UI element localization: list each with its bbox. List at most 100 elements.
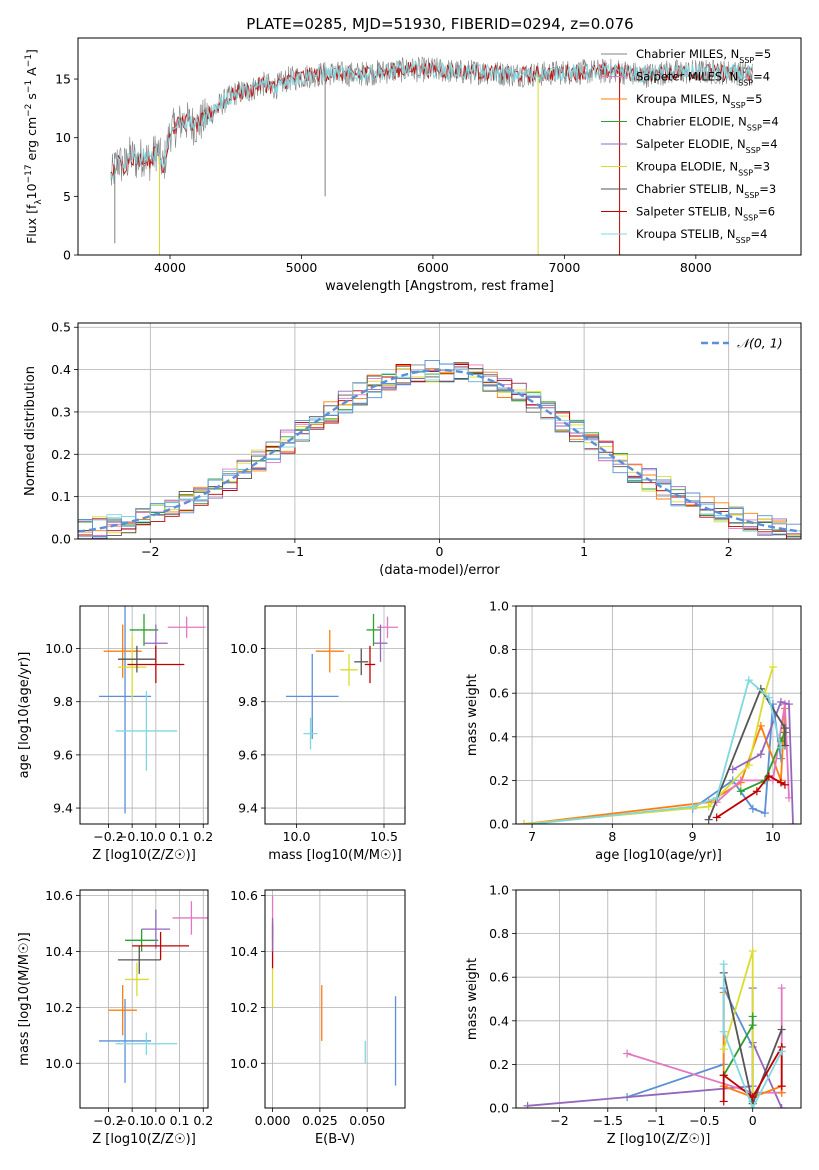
gaussian-curve — [78, 368, 801, 533]
y-tick-label: 0.0 — [489, 817, 509, 832]
y-tick-label: 10 — [55, 130, 71, 145]
legend-part: =5 — [754, 47, 771, 61]
x-tick-label: −2 — [141, 544, 159, 559]
x-tick-label: −0.2 — [93, 829, 123, 844]
weight_vs_Z-frame — [515, 889, 802, 1109]
x-tick-label: 8000 — [680, 260, 712, 275]
legend-part: SSP — [738, 168, 753, 177]
label-part: Flux [f — [24, 204, 39, 244]
spectrum-plot — [110, 56, 753, 255]
x-tick-label: 9 — [689, 829, 697, 844]
y-tick-label: 0.1 — [51, 489, 71, 504]
weight-line — [707, 686, 786, 820]
weight-line — [527, 988, 783, 1108]
weight-line — [523, 666, 774, 824]
x-tick-label: 0.2 — [193, 1113, 213, 1128]
weight_vs_age-frame — [515, 605, 802, 825]
x-tick-label: 8 — [608, 829, 616, 844]
y-tick-label: 0.5 — [51, 320, 71, 335]
age_vs_mass-frame — [264, 605, 406, 825]
legend-part: SSP — [731, 101, 746, 110]
label-part: λ — [34, 199, 44, 205]
y-tick-label: 10.6 — [230, 888, 258, 903]
age_vs_Z-frame — [79, 605, 209, 825]
weight_vs_age-x-axis-label: age [log10(age/yr)] — [595, 848, 722, 863]
weight-line — [626, 987, 754, 1102]
x-tick-label: −2 — [550, 1113, 568, 1128]
weight-line — [722, 1016, 754, 1076]
y-tick-label: 10.6 — [45, 888, 73, 903]
mass_vs_Z-plot — [98, 901, 208, 1083]
x-tick-label: 0.000 — [255, 1113, 291, 1128]
residuals-y-axis-label: Normed distribution — [23, 366, 38, 496]
mass-vs-ebv-frame — [264, 889, 406, 1109]
x-tick-label: 1 — [580, 544, 588, 559]
y-tick-label: 5 — [63, 189, 71, 204]
y-tick-label: 0.2 — [489, 773, 509, 788]
legend-part: =3 — [759, 182, 776, 196]
weight_vs_age-plot — [520, 663, 797, 824]
legend-part: SSP — [747, 123, 762, 132]
weight-line — [716, 774, 786, 819]
y-tick-label: 0.2 — [489, 1057, 509, 1072]
x-tick-label: −0.2 — [93, 1113, 123, 1128]
residuals-plot — [78, 359, 801, 539]
y-tick-label: 0.0 — [51, 532, 71, 547]
weight_vs_Z-x-axis-label: Z [log10(Z/Z☉)] — [607, 1132, 711, 1147]
x-tick-label: −1 — [286, 544, 304, 559]
legend-entry: Kroupa STELIB, NSSP=4 — [636, 227, 767, 245]
y-tick-label: 0.4 — [489, 729, 509, 744]
weight-line — [722, 964, 783, 1108]
y-tick-label: 10.2 — [230, 1000, 258, 1015]
y-tick-label: 9.8 — [53, 694, 73, 709]
y-tick-label: 0.2 — [51, 447, 71, 462]
weight_vs_Z-plot — [523, 947, 786, 1108]
x-tick-label: 0.1 — [170, 829, 190, 844]
legend-part: SSP — [743, 213, 758, 222]
weight-line — [692, 703, 782, 815]
x-tick-label: 0 — [749, 1113, 757, 1128]
residuals-x-axis-label: (data-model)/error — [379, 563, 500, 578]
spectrum-model-line — [110, 59, 753, 181]
legend-part: =3 — [753, 160, 770, 174]
x-tick-label: 0.050 — [349, 1113, 385, 1128]
y-tick-label: 9.6 — [53, 747, 73, 762]
x-tick-label: 5000 — [286, 260, 318, 275]
legend-part: =4 — [751, 227, 768, 241]
x-tick-label: 0.0 — [146, 1113, 166, 1128]
y-tick-label: 10.4 — [45, 944, 73, 959]
mass-vs-Z-x-axis-label: Z [log10(Z/Z☉)] — [92, 1132, 196, 1147]
label-part: −1 — [24, 80, 34, 93]
label-part: ] — [24, 49, 39, 54]
y-tick-label: 10.0 — [45, 641, 73, 656]
legend-entry: Chabrier ELODIE, NSSP=4 — [636, 115, 779, 133]
x-tick-label: −0.1 — [117, 829, 147, 844]
label-part: −1 — [24, 54, 34, 67]
y-tick-label: 10.2 — [45, 1000, 73, 1015]
weight-line — [532, 678, 782, 824]
age_vs_Z-plot — [98, 606, 206, 814]
label-part: erg cm — [24, 117, 39, 165]
legend-part: SSP — [736, 236, 751, 245]
legend-part: SSP — [738, 78, 753, 87]
legend-part: =5 — [746, 92, 763, 106]
weight_vs_age-y-axis-label: mass weight — [465, 674, 480, 756]
label-part: −17 — [24, 164, 34, 183]
legend-part: Salpeter MILES, N — [636, 70, 738, 84]
age_vs_mass-axes: 10.0 10.5 9.4 9.6 9.8 10.0 — [230, 606, 405, 844]
x-tick-label: 6000 — [417, 260, 449, 275]
x-tick-label: 7000 — [548, 260, 580, 275]
y-tick-label: 0.8 — [489, 926, 509, 941]
y-tick-label: 10.0 — [230, 1056, 258, 1071]
y-tick-label: 0 — [63, 248, 71, 263]
legend-part: =6 — [758, 205, 775, 219]
y-tick-label: 0.6 — [489, 686, 509, 701]
x-tick-label: 10 — [765, 829, 781, 844]
label-part: A — [24, 67, 39, 80]
x-tick-label: −1.5 — [593, 1113, 623, 1128]
legend-entry: Salpeter ELODIE, NSSP=4 — [636, 137, 778, 155]
mass-vs-ebv-plot — [271, 895, 397, 1086]
label-part: 10 — [24, 183, 39, 199]
legend-part: Chabrier STELIB, N — [636, 182, 744, 196]
x-tick-label: −1 — [647, 1113, 665, 1128]
